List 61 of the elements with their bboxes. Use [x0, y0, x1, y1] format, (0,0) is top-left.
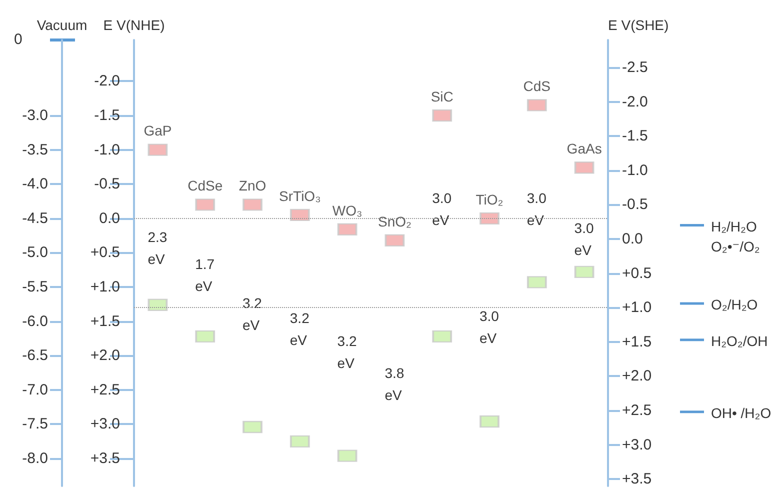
y3-tick-label: -7.5 — [22, 416, 48, 433]
y3-tick-label: -6.5 — [22, 347, 48, 364]
x-tick-label: GaAs — [566, 140, 602, 157]
x-tick-label: ZnO — [238, 178, 266, 194]
y-tick-label: -1.0 — [94, 141, 120, 158]
y2-tick-label: -1.5 — [622, 128, 648, 145]
y2-tick-label: -2.0 — [622, 93, 648, 110]
y2-tick-label: +0.5 — [622, 264, 652, 282]
y2-tick-label: 0.0 — [622, 230, 643, 248]
annotation: 1.7 eV — [195, 256, 215, 294]
x-tick-label: WO₃ — [332, 202, 362, 218]
annotation: 3.2 eV — [290, 310, 310, 348]
y2-tick-label: -2.5 — [622, 58, 648, 76]
x-tick-label: CdS — [523, 78, 551, 94]
y2-tick-label: +1.0 — [622, 299, 652, 316]
y3-tick-label: -7.0 — [22, 381, 48, 398]
y2-tick-label: -1.0 — [622, 162, 648, 179]
x-tick-label: CdSe — [188, 178, 223, 194]
y3-tick-label: -6.0 — [22, 312, 48, 330]
y2-axis-title: E V(SHE) — [608, 17, 669, 33]
y3-tick-label: -5.0 — [22, 244, 48, 262]
y-tick-label: 0.0 — [99, 210, 120, 227]
y3-tick-label: -4.5 — [22, 210, 48, 227]
y3-tick-label: -5.5 — [22, 278, 48, 296]
y-tick-label: +2.5 — [90, 381, 120, 398]
x-tick-label: SnO₂ — [378, 213, 412, 230]
x-tick-label: SrTiO₃ — [279, 188, 321, 204]
y-tick-label: +1.5 — [90, 312, 120, 330]
y2-tick-label: -0.5 — [622, 196, 648, 214]
annotation: 3.0 eV — [574, 220, 594, 258]
y3-axis-title: Vacuum — [36, 17, 88, 33]
ref-line-label: OH• /H₂O — [711, 404, 772, 421]
y-tick-label: +0.5 — [90, 244, 120, 262]
y2-tick-label: +2.5 — [622, 402, 652, 420]
text: 0 — [14, 31, 22, 48]
y-tick-label: +3.0 — [90, 416, 120, 433]
y-tick-label: +2.0 — [90, 347, 120, 364]
y-axis-title: E V(NHE) — [103, 17, 165, 33]
ref-line-label: H₂/H₂O O₂•⁻/O₂ — [711, 218, 760, 254]
y2-tick-label: +2.0 — [622, 368, 652, 385]
annotation: 3.2 eV — [337, 333, 357, 371]
annotation: 2.3 eV — [148, 229, 168, 267]
y3-tick-label: -3.0 — [22, 106, 48, 124]
x-tick-label: SiC — [430, 88, 454, 104]
y2-tick-label: +3.0 — [622, 436, 652, 454]
y-tick-label: +3.5 — [90, 450, 120, 468]
ref-line-label: H₂O₂/OH — [711, 332, 768, 349]
y-tick-label: -1.5 — [94, 106, 120, 124]
y-tick-label: -2.0 — [94, 72, 120, 90]
annotation: 3.8 eV — [384, 365, 404, 403]
y-tick-label: +1.0 — [90, 278, 120, 296]
y3-tick-label: -8.0 — [22, 450, 48, 468]
y-tick-label: -0.5 — [94, 176, 120, 193]
y3-tick-label: -3.5 — [22, 141, 48, 158]
y2-tick-label: +3.5 — [622, 470, 652, 488]
y2-tick-label: +1.5 — [622, 333, 652, 350]
x-tick-label: TiO₂ — [476, 191, 504, 208]
x-tick-label: GaP — [144, 122, 172, 139]
y3-tick-label: -4.0 — [22, 176, 48, 193]
annotation: 3.0 eV — [480, 308, 500, 346]
ref-line-label: O₂/H₂O — [711, 296, 758, 312]
